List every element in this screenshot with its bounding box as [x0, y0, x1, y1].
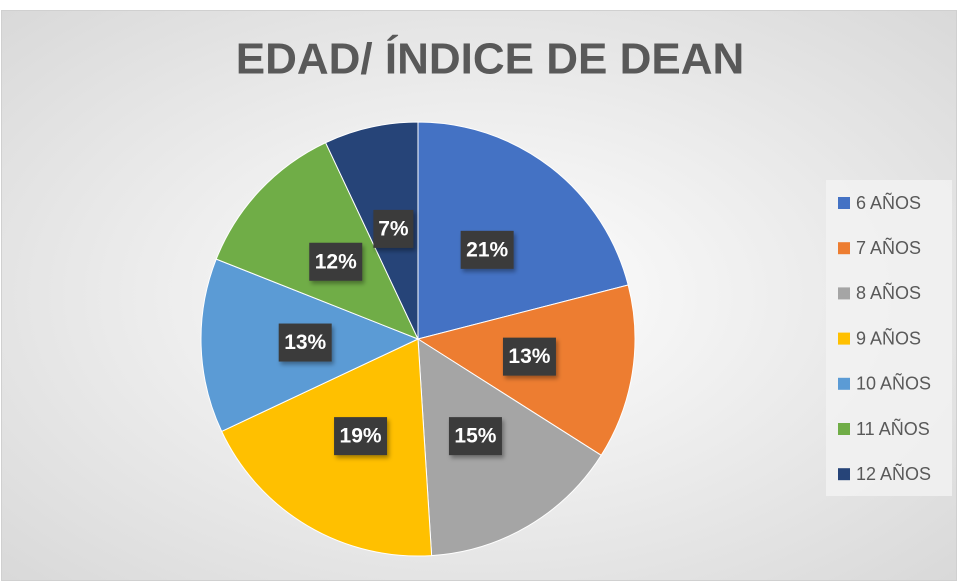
legend-swatch [838, 242, 850, 255]
pie-slice [220, 338, 433, 557]
pie-slice [215, 141, 419, 340]
legend-swatch [838, 468, 850, 481]
data-label: 19% [340, 425, 382, 448]
legend-swatch [838, 332, 850, 345]
legend-swatch [838, 287, 850, 300]
legend-label: 12 AÑOS [856, 463, 931, 484]
chart-title: EDAD/ ÍNDICE DE DEAN [236, 34, 745, 84]
data-label: 13% [508, 345, 550, 368]
data-label-box [373, 209, 414, 248]
pie-slice [417, 338, 602, 557]
data-label-box [278, 323, 332, 362]
legend-swatch [838, 423, 850, 435]
legend-swatch [838, 377, 850, 390]
legend-label: 7 AÑOS [856, 237, 921, 258]
data-label-box [309, 242, 363, 281]
legend-swatch [838, 197, 850, 209]
pie-slice [417, 121, 629, 340]
legend-label: 8 AÑOS [856, 282, 921, 303]
data-label-box [502, 337, 556, 376]
data-label: 7% [378, 217, 409, 240]
data-label: 15% [454, 425, 496, 448]
data-label-box [448, 417, 502, 456]
legend-label: 10 AÑOS [856, 373, 931, 394]
data-label: 13% [284, 331, 326, 354]
data-label-box [460, 230, 514, 269]
data-label-box [334, 417, 388, 456]
data-label: 21% [466, 238, 508, 261]
legend-label: 11 AÑOS [856, 418, 930, 439]
legend-label: 9 AÑOS [856, 327, 921, 348]
pie-slice [324, 121, 419, 340]
data-label: 12% [315, 250, 357, 273]
legend-label: 6 AÑOS [856, 192, 921, 213]
